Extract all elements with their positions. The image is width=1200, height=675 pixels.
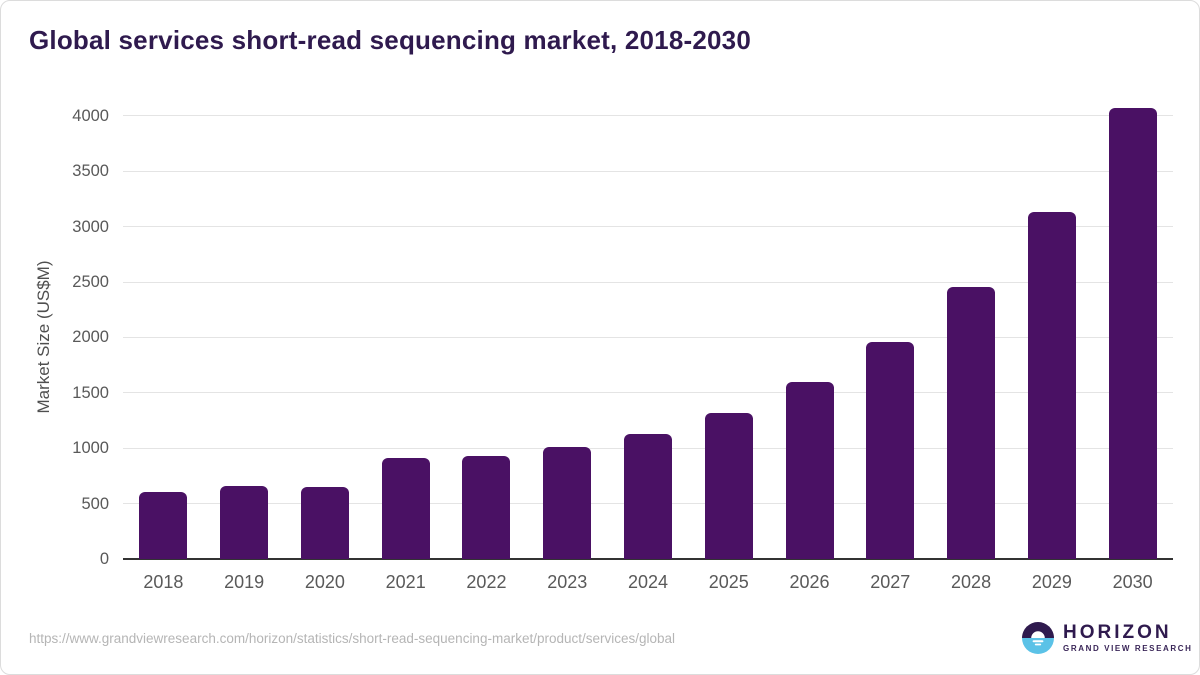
gridline-4000 (123, 115, 1173, 117)
x-tick-label: 2021 (385, 572, 426, 592)
y-tick-label: 2500 (72, 273, 109, 291)
source-url: https://www.grandviewresearch.com/horizo… (29, 631, 676, 646)
y-tick-label: 1500 (72, 383, 109, 402)
x-tick-label: 2022 (466, 572, 507, 592)
brand-wordmark: HORIZON GRAND VIEW RESEARCH (1063, 623, 1193, 653)
x-axis-line (123, 558, 1173, 560)
gridline-1500 (123, 392, 1173, 394)
gridline-2000 (123, 336, 1173, 338)
bar-2027 (866, 342, 915, 559)
bar-2030 (1108, 108, 1157, 559)
gridline-3000 (123, 226, 1173, 228)
bar-2018 (139, 491, 188, 559)
x-tick-label: 2020 (304, 572, 345, 592)
bar-2020 (300, 486, 349, 559)
horizon-sun-icon (1022, 622, 1054, 654)
y-tick-label: 4000 (72, 106, 109, 125)
x-tick-label: 2025 (708, 572, 749, 592)
bar-2029 (1027, 211, 1076, 559)
y-tick-label: 500 (81, 494, 109, 513)
bar-2023 (543, 447, 592, 559)
x-tick-label: 2026 (789, 572, 830, 592)
bar-2026 (785, 382, 834, 559)
x-tick-label: 2030 (1112, 572, 1153, 592)
bar-2025 (704, 412, 753, 559)
bar-2021 (381, 457, 430, 559)
x-tick-label: 2029 (1031, 572, 1072, 592)
chart-title: Global services short-read sequencing ma… (29, 25, 752, 55)
x-tick-label: 2023 (547, 572, 588, 592)
x-tick-label: 2018 (143, 572, 184, 592)
x-tick-label: 2024 (627, 572, 669, 592)
brand-name: HORIZON (1063, 622, 1172, 643)
y-tick-label: 1000 (72, 439, 109, 458)
gridline-3500 (123, 170, 1173, 172)
bar-2022 (462, 455, 511, 559)
bar-2024 (624, 433, 672, 559)
x-tick-label: 2027 (870, 572, 911, 592)
x-tick-label: 2019 (224, 572, 265, 592)
y-tick-label: 0 (99, 550, 109, 568)
y-tick-label: 3000 (72, 217, 109, 236)
brand-subtitle: GRAND VIEW RESEARCH (1063, 644, 1193, 653)
brand-logo: HORIZON GRAND VIEW RESEARCH (1022, 622, 1193, 654)
bar-2019 (220, 485, 269, 559)
y-tick-label: 3500 (72, 162, 109, 181)
x-tick-label: 2028 (951, 572, 992, 592)
y-tick-label: 2000 (72, 328, 109, 347)
bar-2028 (947, 287, 996, 559)
gridline-2500 (123, 281, 1173, 283)
